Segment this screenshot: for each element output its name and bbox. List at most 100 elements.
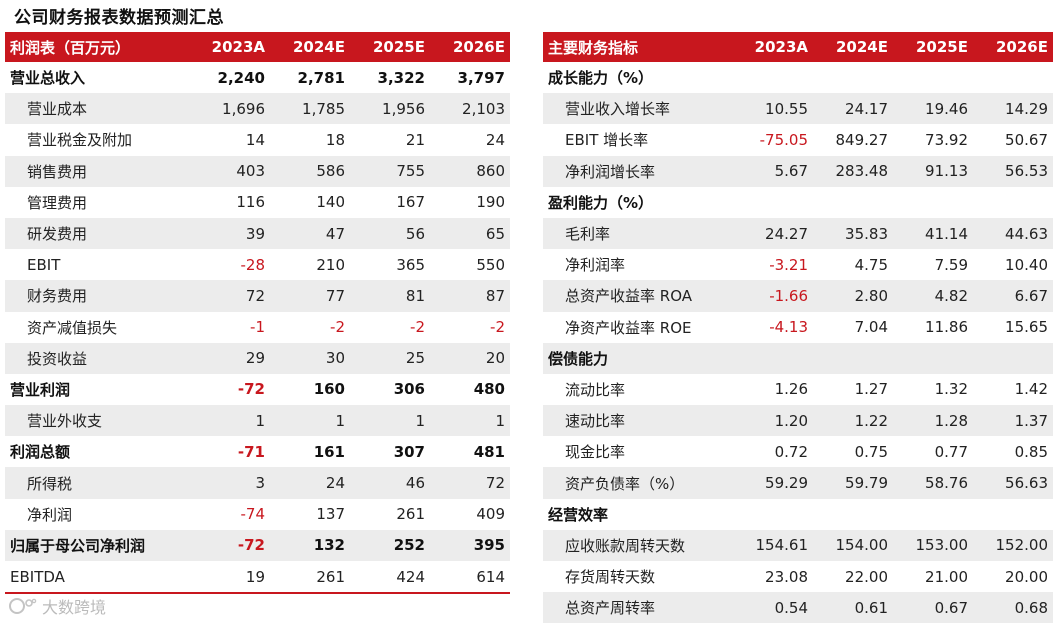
value-cell: 283.48 — [813, 155, 893, 187]
table-row: 资产负债率（%） 59.29 59.79 58.76 56.63 — [543, 467, 1053, 499]
value-cell: 81 — [350, 280, 430, 312]
value-cell — [893, 62, 973, 93]
row-label: 净资产收益率 ROE — [565, 318, 692, 337]
value-cell: 1.32 — [934, 380, 968, 399]
value-cell: 409 — [476, 505, 505, 524]
value-cell: 210 — [316, 255, 345, 274]
row-label: 利润总额 — [10, 443, 71, 462]
value-cell: 65 — [430, 217, 510, 250]
value-cell: 30 — [270, 342, 350, 374]
value-cell: 19 — [190, 561, 270, 595]
header-cell: 2024E — [270, 32, 350, 62]
value-cell: 1.27 — [854, 380, 888, 399]
value-cell: 0.75 — [854, 442, 888, 461]
table-row: 总资产收益率 ROA -1.66 2.80 4.82 6.67 — [543, 280, 1053, 312]
row-label: 应收账款周转天数 — [543, 529, 733, 561]
page-title: 公司财务报表数据预测汇总 — [14, 8, 224, 28]
value-cell: 1.28 — [893, 405, 973, 437]
table-row: 经营效率 — [543, 499, 1053, 530]
value-cell: 3,797 — [457, 68, 505, 87]
value-cell: 161 — [313, 442, 345, 461]
value-cell: 24 — [270, 467, 350, 499]
table-row: 资产减值损失 -1 -2 -2 -2 — [5, 312, 510, 343]
table-row: 营业总收入 2,240 2,781 3,322 3,797 — [5, 62, 510, 93]
header-cell: 主要财务指标 — [543, 32, 733, 62]
row-label: 营业利润 — [10, 380, 71, 399]
value-cell: 47 — [270, 217, 350, 250]
value-cell: 1 — [430, 405, 510, 437]
value-cell: 1 — [350, 405, 430, 437]
header-cell: 2025E — [350, 32, 430, 62]
table-row: 净利润 -74 137 261 409 — [5, 499, 510, 530]
value-cell: 261 — [270, 561, 350, 595]
key-indicators-body: 成长能力（%） 营业收入增长率 10.55 24.17 19.46 14.29 EBIT 增… — [543, 62, 1053, 624]
row-label: 经营效率 — [548, 505, 609, 524]
value-cell: 24.27 — [733, 217, 813, 250]
value-cell: 20.00 — [1005, 567, 1048, 586]
value-cell: 261 — [396, 505, 425, 524]
header-cell: 2025E — [893, 32, 973, 62]
income-statement-body: 营业总收入 2,240 2,781 3,322 3,797 营业成本 1,696 1,785 1… — [5, 62, 510, 595]
value-cell: -4.13 — [769, 318, 808, 337]
value-cell: 1,785 — [270, 93, 350, 125]
value-cell: 50.67 — [1005, 130, 1048, 149]
value-cell — [733, 499, 813, 530]
row-label: 速动比率 — [543, 405, 733, 437]
value-cell: 395 — [430, 529, 510, 561]
value-cell — [973, 342, 1053, 374]
value-cell: 24 — [485, 130, 505, 149]
value-cell — [973, 499, 1053, 530]
value-cell — [893, 499, 973, 530]
value-cell: 365 — [396, 255, 425, 274]
row-label: 偿债能力 — [543, 342, 733, 374]
value-cell: 11.86 — [925, 318, 968, 337]
value-cell: 7.59 — [934, 255, 968, 274]
value-cell: 0.85 — [1014, 442, 1048, 461]
value-cell: -75.05 — [759, 130, 808, 149]
value-cell: 72 — [430, 467, 510, 499]
watermark: 大数跨境 — [8, 594, 106, 618]
value-cell: 73.92 — [925, 130, 968, 149]
value-cell: -72 — [237, 380, 265, 399]
table-row: EBIT -28 210 365 550 — [5, 249, 510, 280]
value-cell: 2,781 — [297, 68, 345, 87]
value-cell: 39 — [190, 217, 270, 250]
value-cell — [973, 187, 1053, 218]
row-label: 现金比率 — [565, 443, 626, 462]
value-cell: 140 — [316, 193, 345, 212]
value-cell: 0.68 — [973, 592, 1053, 624]
value-cell: 41.14 — [893, 217, 973, 250]
value-cell: 0.61 — [813, 592, 893, 624]
value-cell: 23.08 — [765, 567, 808, 586]
value-cell: 87 — [430, 280, 510, 312]
value-cell: 614 — [430, 561, 510, 595]
value-cell: 5.67 — [733, 155, 813, 187]
row-label: 归属于母公司净利润 — [5, 529, 190, 561]
value-cell: 586 — [270, 155, 350, 187]
row-label: EBITDA — [5, 561, 190, 595]
value-cell: 1,696 — [190, 93, 270, 125]
value-cell: 481 — [473, 442, 505, 461]
table-row: EBIT 增长率 -75.05 849.27 73.92 50.67 — [543, 124, 1053, 155]
value-cell: 14.29 — [973, 93, 1053, 125]
value-cell: 72 — [190, 280, 270, 312]
row-label: 营业收入增长率 — [543, 93, 733, 125]
value-cell — [813, 187, 893, 218]
row-label: 总资产周转率 — [543, 592, 733, 624]
value-cell: 2.80 — [813, 280, 893, 312]
value-cell: 0.77 — [934, 442, 968, 461]
value-cell: 56 — [350, 217, 430, 250]
row-label: 研发费用 — [5, 217, 190, 250]
row-label: 盈利能力（%） — [548, 193, 654, 212]
row-label: 净利润率 — [565, 256, 626, 275]
row-label: 营业外收支 — [5, 405, 190, 437]
value-cell: 755 — [350, 155, 430, 187]
table-row: 管理费用 116 140 167 190 — [5, 187, 510, 218]
value-cell: 58.76 — [893, 467, 973, 499]
table-row: 营业外收支 1 1 1 1 — [5, 405, 510, 437]
table-row: 存货周转天数 23.08 22.00 21.00 20.00 — [543, 561, 1053, 592]
row-label: 投资收益 — [5, 342, 190, 374]
table-row: 营业收入增长率 10.55 24.17 19.46 14.29 — [543, 93, 1053, 125]
row-label: 流动比率 — [565, 380, 626, 399]
value-cell: 0.67 — [893, 592, 973, 624]
